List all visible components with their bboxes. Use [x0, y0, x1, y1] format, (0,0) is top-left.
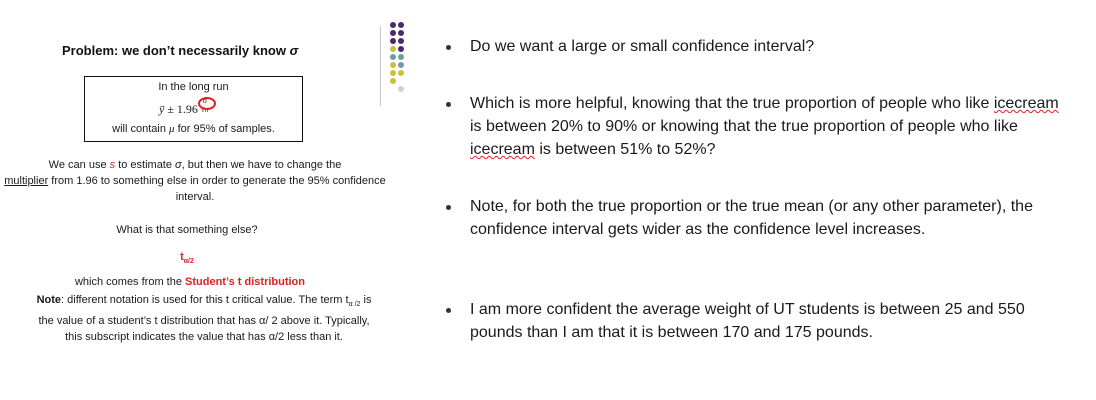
students-t-distribution: Student’s t distribution [185, 276, 305, 288]
t-subscript: α/2 [183, 258, 194, 266]
bullet-dot [446, 308, 451, 313]
mu-symbol: μ [169, 123, 175, 135]
dot-olive [390, 46, 396, 52]
bullet-text: I am more confident the average weight o… [470, 301, 1025, 341]
vertical-divider [380, 26, 381, 106]
dot-olive [390, 78, 396, 84]
multiplier-word: multiplier [4, 175, 49, 187]
dot-purple [398, 38, 404, 44]
spellcheck-word: icecream [470, 141, 535, 158]
frac-denominator: √n [200, 106, 209, 114]
bullet-text-part: is between 20% to 90% or knowing that th… [470, 118, 1018, 135]
comes-from-text: which comes from the Student’s t distrib… [0, 276, 380, 288]
decorative-dots [390, 22, 408, 102]
sigma-over-root-n: σ √n [197, 96, 218, 115]
note-block: Note: different notation is used for thi… [30, 292, 378, 345]
s-symbol: s [109, 159, 116, 171]
bullet-dot [446, 205, 451, 210]
note-part1: : different notation is used for this t … [61, 294, 349, 306]
dot-teal [398, 62, 404, 68]
t-letter: t [180, 251, 184, 263]
contains-pre: will contain [112, 123, 170, 135]
dot-purple [390, 22, 396, 28]
note-subscript: α /2 [348, 301, 361, 309]
dot-purple [398, 30, 404, 36]
plusminus-multiplier: ± 1.96 [164, 102, 198, 116]
dot-purple [390, 30, 396, 36]
estimate-part2: to estimate [115, 159, 176, 171]
spellcheck-word: icecream [993, 95, 1059, 112]
formula-line-long-run: In the long run [158, 81, 229, 93]
estimate-part4: from 1.96 to something else in order to … [48, 175, 386, 203]
ybar-symbol: ȳ [159, 102, 165, 116]
dot-gray [398, 86, 404, 92]
problem-title: Problem: we don’t necessarily know σ [62, 43, 298, 58]
bullet-text: Do we want a large or small confidence i… [470, 38, 815, 55]
formula-box: In the long run ȳ ± 1.96 σ √n will conta… [84, 76, 303, 142]
comes-from-pre: which comes from the [74, 276, 186, 288]
bullet-dot [446, 102, 451, 107]
dot-olive [398, 70, 404, 76]
question-text: What is that something else? [116, 224, 258, 236]
formula-expression: ȳ ± 1.96 σ √n [159, 96, 218, 117]
right-panel: Do we want a large or small confidence i… [440, 0, 1080, 400]
bullet-text-part: Which is more helpful, knowing that the … [470, 95, 994, 112]
bullet-dot [446, 45, 451, 50]
dot-purple [398, 22, 404, 28]
note-part2: is the value of a student’s t distributi… [38, 294, 372, 344]
bullet-text: Which is more helpful, knowing that the … [470, 92, 1070, 161]
bullet-text-part: is between 51% to 52%? [534, 141, 716, 158]
dot-purple [390, 38, 396, 44]
t-alpha-symbol: tα/2 [0, 251, 374, 265]
left-panel: Problem: we don’t necessarily know σ In … [0, 0, 390, 400]
formula-line-contains: will contain μ for 95% of samples. [85, 123, 302, 135]
dot-olive [390, 62, 396, 68]
dot-purple [398, 46, 404, 52]
dot-teal [390, 54, 396, 60]
red-circle-annotation [197, 97, 216, 110]
estimate-paragraph: We can use s to estimate σ, but then we … [2, 157, 388, 205]
contains-post: for 95% of samples. [174, 123, 275, 135]
problem-title-text: Problem: we don’t necessarily know [62, 43, 290, 58]
bullet-text: Note, for both the true proportion or th… [470, 198, 1033, 238]
estimate-sigma: σ [175, 159, 182, 171]
estimate-part1: We can use [48, 159, 110, 171]
estimate-part3: , but then we have to change the [181, 159, 342, 171]
sigma-symbol: σ [289, 43, 299, 58]
dot-olive [390, 70, 396, 76]
note-label: Note [36, 294, 62, 306]
dot-teal [398, 54, 404, 60]
